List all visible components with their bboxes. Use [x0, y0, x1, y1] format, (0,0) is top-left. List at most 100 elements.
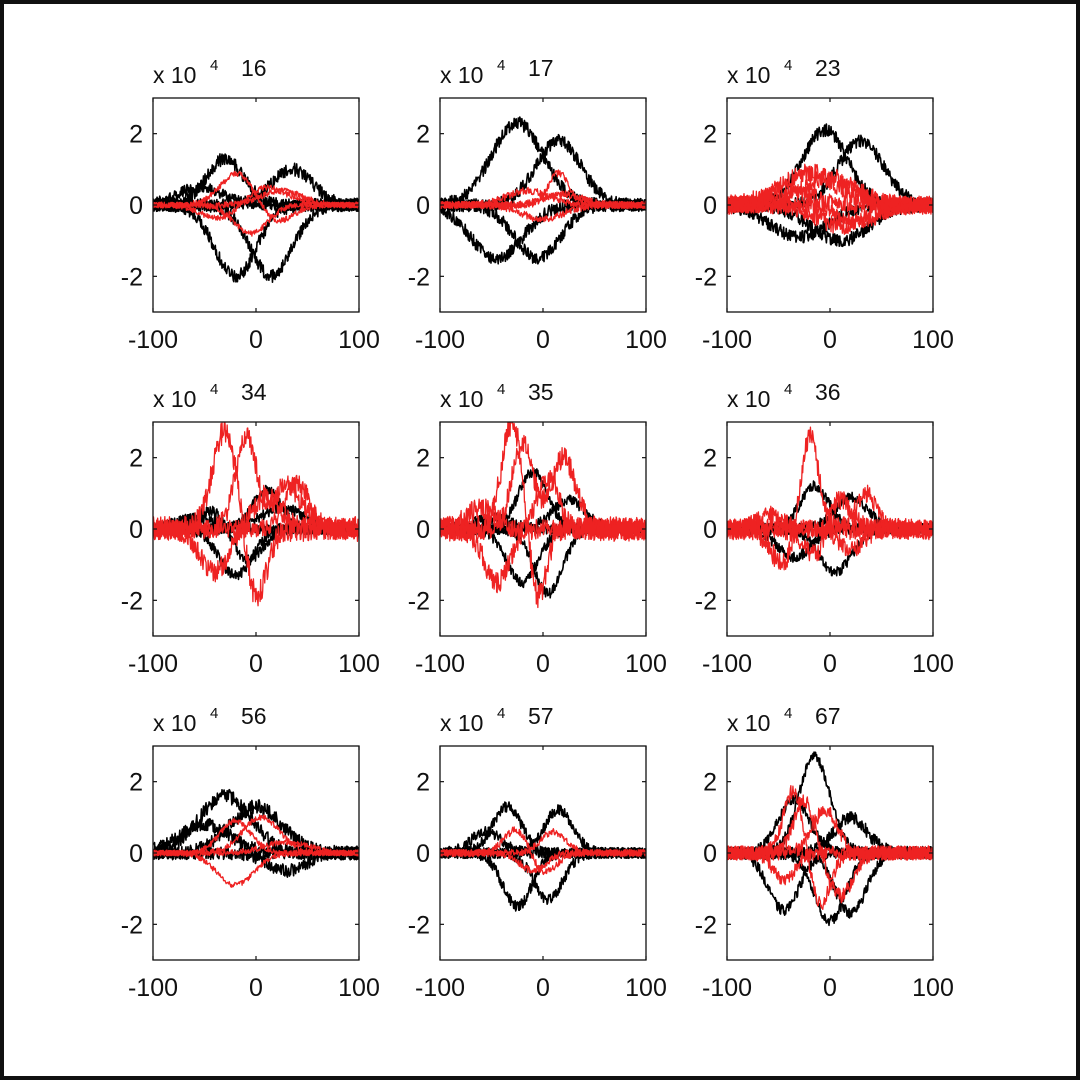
subplot-35: -2 0 2 -100 0 100 x 10 4 35	[408, 379, 667, 678]
series-line-red	[727, 182, 933, 214]
y-tick-label: 2	[703, 769, 717, 797]
exponent-label: x 10	[727, 62, 770, 88]
series-line-black	[727, 751, 933, 860]
exponent-label: x 10	[440, 62, 483, 88]
x-tick-label: 0	[536, 326, 550, 354]
series-group	[440, 116, 646, 265]
subplot-34: -2 0 2 -100 0 100 x 10 4 34	[121, 379, 380, 678]
series-line-red	[440, 498, 646, 541]
series-group	[440, 422, 646, 609]
y-tick-label: 2	[416, 445, 430, 473]
exponent-label: x 10	[727, 710, 770, 736]
y-tick-label: -2	[121, 911, 143, 939]
subplot-title: 34	[241, 379, 267, 405]
series-line-red	[153, 187, 359, 209]
series-line-red	[153, 491, 359, 583]
y-tick-label: 0	[703, 516, 717, 544]
series-line-red	[727, 845, 933, 886]
x-tick-label: 100	[625, 326, 667, 354]
exponent-power: 4	[497, 705, 505, 722]
y-tick-label: -2	[121, 263, 143, 291]
subplot-17: -2 0 2 -100 0 100 x 10 4 17	[408, 55, 667, 354]
x-tick-label: 0	[536, 650, 550, 678]
subplot-title: 23	[815, 55, 841, 81]
exponent-power: 4	[497, 381, 505, 398]
series-group	[727, 751, 933, 927]
exponent-label: x 10	[153, 62, 196, 88]
x-tick-label: 0	[536, 974, 550, 1002]
y-tick-label: 0	[416, 840, 430, 868]
subplot-56: -2 0 2 -100 0 100 x 10 4 56	[121, 703, 380, 1002]
x-tick-label: 0	[823, 326, 837, 354]
y-tick-label: 0	[129, 192, 143, 220]
series-line-red	[440, 470, 646, 594]
subplot-title: 56	[241, 703, 267, 729]
x-tick-label: -100	[702, 326, 752, 354]
x-tick-label: 0	[823, 974, 837, 1002]
exponent-power: 4	[784, 57, 792, 74]
x-tick-label: 100	[338, 326, 380, 354]
subplot-title: 36	[815, 379, 841, 405]
exponent-power: 4	[210, 381, 218, 398]
series-line-red	[727, 806, 933, 861]
y-tick-label: 0	[129, 516, 143, 544]
series-group	[153, 788, 359, 888]
series-line-red	[153, 474, 359, 539]
series-line-red	[727, 794, 933, 904]
x-tick-label: 0	[249, 974, 263, 1002]
series-group	[153, 153, 359, 284]
exponent-label: x 10	[153, 710, 196, 736]
series-line-red	[727, 426, 933, 571]
y-tick-label: 2	[416, 769, 430, 797]
x-tick-label: 0	[249, 650, 263, 678]
subplot-title: 67	[815, 703, 841, 729]
exponent-power: 4	[784, 705, 792, 722]
subplot-title: 35	[528, 379, 554, 405]
series-line-black	[440, 197, 646, 265]
series-line-red	[440, 434, 646, 541]
exponent-label: x 10	[440, 710, 483, 736]
y-tick-label: 2	[416, 121, 430, 149]
x-tick-label: 100	[912, 326, 954, 354]
y-tick-label: 2	[129, 121, 143, 149]
x-tick-label: 100	[912, 974, 954, 1002]
subplot-title: 57	[528, 703, 554, 729]
y-tick-label: 2	[703, 445, 717, 473]
subplot-title: 16	[241, 55, 267, 81]
y-tick-label: 2	[703, 121, 717, 149]
x-tick-label: 100	[625, 650, 667, 678]
x-tick-label: 0	[823, 650, 837, 678]
y-tick-label: 0	[703, 192, 717, 220]
y-tick-label: 0	[416, 192, 430, 220]
subplot-67: -2 0 2 -100 0 100 x 10 4 67	[695, 703, 954, 1002]
y-tick-label: 0	[703, 840, 717, 868]
exponent-power: 4	[784, 381, 792, 398]
x-tick-label: -100	[128, 650, 178, 678]
series-group	[727, 426, 933, 577]
exponent-power: 4	[497, 57, 505, 74]
y-tick-label: -2	[408, 263, 430, 291]
series-line-red	[153, 839, 359, 857]
y-tick-label: -2	[408, 587, 430, 615]
series-line-red	[440, 848, 646, 874]
x-tick-label: -100	[415, 974, 465, 1002]
y-tick-label: -2	[695, 263, 717, 291]
exponent-label: x 10	[727, 386, 770, 412]
y-tick-label: -2	[121, 587, 143, 615]
series-line-red	[440, 190, 646, 210]
series-line-black	[153, 197, 359, 283]
y-tick-label: -2	[695, 587, 717, 615]
x-tick-label: -100	[702, 650, 752, 678]
series-group	[727, 123, 933, 248]
y-tick-label: -2	[408, 911, 430, 939]
subplot-23: -2 0 2 -100 0 100 x 10 4 23	[695, 55, 954, 354]
exponent-label: x 10	[440, 386, 483, 412]
subplot-title: 17	[528, 55, 554, 81]
exponent-label: x 10	[153, 386, 196, 412]
x-tick-label: -100	[128, 326, 178, 354]
y-tick-label: 0	[129, 840, 143, 868]
x-tick-label: 100	[912, 650, 954, 678]
series-line-red	[727, 505, 933, 557]
exponent-power: 4	[210, 57, 218, 74]
